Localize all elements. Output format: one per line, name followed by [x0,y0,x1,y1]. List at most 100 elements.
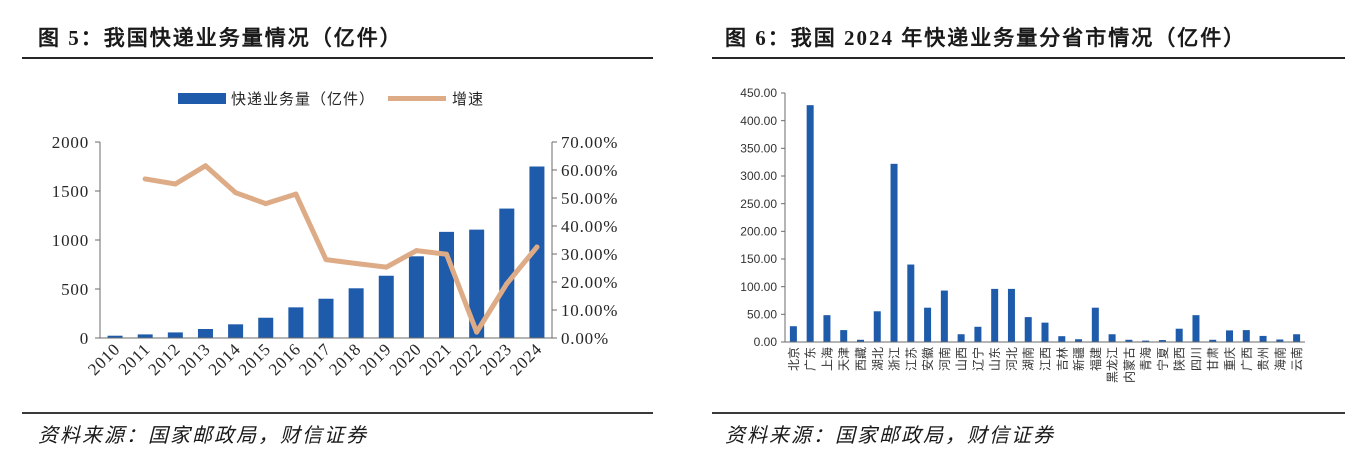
y-left-tick-label: 0 [80,329,89,348]
volume-bar-2012 [167,332,183,338]
y-tick-label: 300.00 [740,169,777,183]
province-bar-12 [974,326,982,342]
y-left-tick-label: 1000 [52,231,89,250]
growth-rate-line [142,163,540,335]
y-right-tick-label: 20.00% [561,273,618,292]
x-tick-label: 福建 [1088,347,1103,371]
y-left-tick-label: 500 [61,280,89,299]
province-bar-6 [873,311,881,342]
source-note: 资料来源：国家邮政局，财信证券 [38,425,368,447]
volume-bar-2023 [499,208,515,338]
volume-bar-2018 [348,288,364,338]
x-tick-label: 山东 [988,347,1002,371]
x-tick-label: 2012 [144,339,184,379]
legend-label-volume: 快递业务量（亿件） [231,91,375,108]
growth-point-2014 [233,190,239,196]
volume-bar-2021 [439,231,455,338]
province-bar-31 [1293,334,1301,342]
x-tick-label: 2013 [175,339,215,379]
growth-point-2019 [383,264,389,270]
province-bar-17 [1058,336,1066,342]
province-bar-23 [1158,340,1166,342]
growth-point-2021 [444,251,450,257]
province-bar-15 [1024,317,1032,342]
province-bar-13 [991,288,999,342]
x-tick-label: 2024 [506,339,546,379]
x-tick-label: 2016 [265,339,305,379]
province-volume-chart: 0.00 50.00 100.00 150.00 200.00 250.00 300.00 3… [740,86,1305,383]
province-bar-2 [806,105,814,342]
x-tick-label: 2023 [476,339,516,379]
province-bar-27 [1226,330,1234,342]
growth-point-2018 [353,261,359,267]
province-bar-25 [1192,315,1200,342]
y-tick-label: 450.00 [740,86,777,100]
x-tick-label: 2018 [325,339,365,379]
growth-point-2016 [293,191,299,197]
x-tick-label: 江苏 [904,347,918,371]
y-tick-label: 100.00 [740,280,777,294]
y-right-tick-label: 0.00% [561,329,609,348]
province-bar-9 [924,307,932,342]
express-volume-chart: 快递业务量（亿件） 增速 0 500 1000 1500 2000 0.00% 10.00% 20… [52,91,618,379]
x-tick-label: 吉林 [1055,347,1069,371]
province-bar-29 [1259,335,1267,342]
x-tick-label: 河北 [1005,347,1019,371]
legend-item-volume: 快递业务量（亿件） [178,91,375,108]
y-left-tick-label: 1500 [52,182,89,201]
x-tick-label: 浙江 [888,347,902,371]
province-bar-10 [940,290,948,342]
x-tick-label: 湖北 [870,347,885,371]
province-bar-21 [1125,339,1133,342]
x-tick-label: 江西 [1039,347,1053,371]
province-bar-3 [823,315,831,342]
y-tick-label: 200.00 [740,225,777,239]
volume-bar-2010 [107,335,123,338]
x-tick-label: 重庆 [1223,347,1237,371]
x-tick-label: 2021 [416,339,456,379]
province-bar-4 [840,330,848,342]
province-bar-26 [1209,339,1217,342]
legend-label-growth: 增速 [452,91,484,108]
province-bar-16 [1041,322,1049,342]
province-bar-22 [1142,340,1150,342]
province-bar-20 [1108,334,1116,342]
x-tick-label: 2011 [115,339,154,378]
volume-bar-2024 [529,166,545,338]
province-bar-11 [957,334,965,342]
x-tick-label: 河南 [937,347,952,371]
growth-point-2023 [504,281,510,287]
figure-6-panel: 图 6：我国 2024 年快递业务量分省市情况（亿件） 0.00 50.00 100… [690,0,1370,470]
growth-point-2013 [202,163,208,169]
volume-bar-2015 [258,317,274,338]
province-bar-28 [1242,330,1250,342]
x-tick-label: 云南 [1289,347,1304,371]
y-right-tick-label: 30.00% [561,245,618,264]
x-tick-label: 广东 [804,347,818,371]
x-tick-label: 2010 [84,339,124,379]
legend-item-growth: 增速 [388,91,484,108]
figure-title: 图 5：我国快递业务量情况（亿件） [38,26,403,50]
y-tick-label: 50.00 [747,308,777,322]
x-tick-label: 2015 [235,339,275,379]
legend-swatch-volume [178,93,226,104]
province-bar-19 [1091,307,1099,342]
source-note: 资料来源：国家邮政局，财信证券 [725,425,1055,447]
y-left-tick-label: 2000 [52,133,89,152]
province-bar-8 [907,264,915,342]
volume-bar-2011 [137,334,153,338]
growth-point-2015 [263,201,269,207]
y-tick-label: 0.00 [754,335,778,349]
x-tick-label: 四川 [1189,347,1203,371]
x-tick-label: 广西 [1240,347,1254,371]
y-tick-label: 350.00 [740,142,777,156]
x-tick-label: 辽宁 [970,347,985,371]
growth-point-2011 [142,176,148,182]
province-bar-24 [1175,328,1183,342]
y-right-tick-label: 60.00% [561,161,618,180]
x-tick-label: 2019 [355,339,395,379]
x-tick-label: 甘肃 [1206,347,1220,371]
footer-rule [22,412,653,414]
x-tick-label: 上海 [819,347,834,371]
